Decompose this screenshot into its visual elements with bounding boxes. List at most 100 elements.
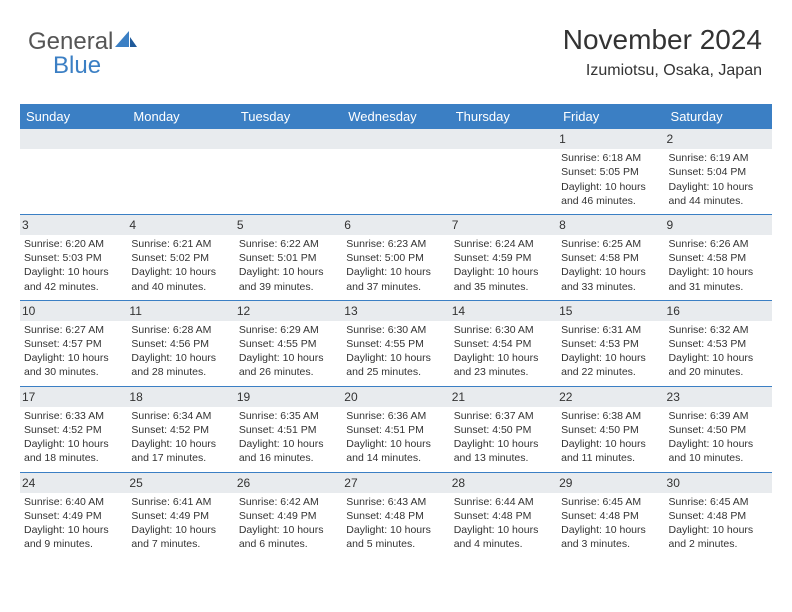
daylight-text: Daylight: 10 hours xyxy=(454,523,553,537)
day-cell: 11Sunrise: 6:28 AMSunset: 4:56 PMDayligh… xyxy=(127,300,234,386)
sunset-text: Sunset: 4:50 PM xyxy=(669,423,768,437)
day-detail: Sunrise: 6:28 AMSunset: 4:56 PMDaylight:… xyxy=(131,323,230,380)
month-title: November 2024 xyxy=(563,24,762,56)
daylight-text: Daylight: 10 hours xyxy=(561,523,660,537)
day-header: Friday xyxy=(557,104,664,129)
day-header: Wednesday xyxy=(342,104,449,129)
day-number: 21 xyxy=(450,387,557,407)
sunset-text: Sunset: 4:56 PM xyxy=(131,337,230,351)
daylight-text: and 6 minutes. xyxy=(239,537,338,551)
daylight-text: and 5 minutes. xyxy=(346,537,445,551)
day-detail: Sunrise: 6:18 AMSunset: 5:05 PMDaylight:… xyxy=(561,151,660,208)
sunset-text: Sunset: 5:01 PM xyxy=(239,251,338,265)
daylight-text: Daylight: 10 hours xyxy=(454,437,553,451)
daylight-text: and 25 minutes. xyxy=(346,365,445,379)
daylight-text: Daylight: 10 hours xyxy=(561,437,660,451)
sunset-text: Sunset: 4:53 PM xyxy=(669,337,768,351)
day-number: 11 xyxy=(127,301,234,321)
day-cell: 21Sunrise: 6:37 AMSunset: 4:50 PMDayligh… xyxy=(450,386,557,472)
day-header: Thursday xyxy=(450,104,557,129)
sunrise-text: Sunrise: 6:32 AM xyxy=(669,323,768,337)
day-number: 7 xyxy=(450,215,557,235)
sunrise-text: Sunrise: 6:21 AM xyxy=(131,237,230,251)
day-number: 23 xyxy=(665,387,772,407)
day-header: Saturday xyxy=(665,104,772,129)
week-row: 1Sunrise: 6:18 AMSunset: 5:05 PMDaylight… xyxy=(20,129,772,214)
day-number: 6 xyxy=(342,215,449,235)
daylight-text: Daylight: 10 hours xyxy=(561,351,660,365)
sunset-text: Sunset: 4:55 PM xyxy=(239,337,338,351)
week-row: 3Sunrise: 6:20 AMSunset: 5:03 PMDaylight… xyxy=(20,214,772,300)
day-cell: 6Sunrise: 6:23 AMSunset: 5:00 PMDaylight… xyxy=(342,214,449,300)
daylight-text: and 26 minutes. xyxy=(239,365,338,379)
sunset-text: Sunset: 4:51 PM xyxy=(346,423,445,437)
calendar-table: Sunday Monday Tuesday Wednesday Thursday… xyxy=(20,104,772,557)
day-cell xyxy=(235,129,342,214)
day-detail: Sunrise: 6:27 AMSunset: 4:57 PMDaylight:… xyxy=(24,323,123,380)
day-detail: Sunrise: 6:41 AMSunset: 4:49 PMDaylight:… xyxy=(131,495,230,552)
day-number: 13 xyxy=(342,301,449,321)
day-detail: Sunrise: 6:23 AMSunset: 5:00 PMDaylight:… xyxy=(346,237,445,294)
day-detail: Sunrise: 6:42 AMSunset: 4:49 PMDaylight:… xyxy=(239,495,338,552)
day-cell: 25Sunrise: 6:41 AMSunset: 4:49 PMDayligh… xyxy=(127,472,234,557)
daylight-text: Daylight: 10 hours xyxy=(24,437,123,451)
sunrise-text: Sunrise: 6:40 AM xyxy=(24,495,123,509)
day-header: Sunday xyxy=(20,104,127,129)
daylight-text: Daylight: 10 hours xyxy=(24,351,123,365)
sunset-text: Sunset: 4:54 PM xyxy=(454,337,553,351)
day-cell: 22Sunrise: 6:38 AMSunset: 4:50 PMDayligh… xyxy=(557,386,664,472)
location: Izumiotsu, Osaka, Japan xyxy=(563,62,762,80)
daylight-text: and 11 minutes. xyxy=(561,451,660,465)
daylight-text: Daylight: 10 hours xyxy=(239,437,338,451)
day-number: 1 xyxy=(557,129,664,149)
day-number: 25 xyxy=(127,473,234,493)
day-cell: 2Sunrise: 6:19 AMSunset: 5:04 PMDaylight… xyxy=(665,129,772,214)
day-number: 9 xyxy=(665,215,772,235)
sunrise-text: Sunrise: 6:27 AM xyxy=(24,323,123,337)
daylight-text: Daylight: 10 hours xyxy=(346,351,445,365)
day-cell: 28Sunrise: 6:44 AMSunset: 4:48 PMDayligh… xyxy=(450,472,557,557)
daylight-text: Daylight: 10 hours xyxy=(346,523,445,537)
sunset-text: Sunset: 5:02 PM xyxy=(131,251,230,265)
day-detail: Sunrise: 6:30 AMSunset: 4:55 PMDaylight:… xyxy=(346,323,445,380)
sunrise-text: Sunrise: 6:31 AM xyxy=(561,323,660,337)
day-detail: Sunrise: 6:45 AMSunset: 4:48 PMDaylight:… xyxy=(561,495,660,552)
sunset-text: Sunset: 4:48 PM xyxy=(669,509,768,523)
daylight-text: and 14 minutes. xyxy=(346,451,445,465)
day-number: 10 xyxy=(20,301,127,321)
daylight-text: and 18 minutes. xyxy=(24,451,123,465)
daylight-text: and 31 minutes. xyxy=(669,280,768,294)
day-cell: 19Sunrise: 6:35 AMSunset: 4:51 PMDayligh… xyxy=(235,386,342,472)
sunrise-text: Sunrise: 6:33 AM xyxy=(24,409,123,423)
sunset-text: Sunset: 5:04 PM xyxy=(669,165,768,179)
daylight-text: and 9 minutes. xyxy=(24,537,123,551)
sunset-text: Sunset: 4:52 PM xyxy=(131,423,230,437)
sunrise-text: Sunrise: 6:35 AM xyxy=(239,409,338,423)
logo-text-blue: Blue xyxy=(53,52,101,80)
daylight-text: Daylight: 10 hours xyxy=(669,265,768,279)
sunrise-text: Sunrise: 6:29 AM xyxy=(239,323,338,337)
sunset-text: Sunset: 4:59 PM xyxy=(454,251,553,265)
week-row: 17Sunrise: 6:33 AMSunset: 4:52 PMDayligh… xyxy=(20,386,772,472)
sunset-text: Sunset: 4:49 PM xyxy=(131,509,230,523)
daylight-text: and 39 minutes. xyxy=(239,280,338,294)
day-header: Monday xyxy=(127,104,234,129)
daylight-text: Daylight: 10 hours xyxy=(346,437,445,451)
day-number xyxy=(20,129,127,149)
daylight-text: Daylight: 10 hours xyxy=(239,523,338,537)
daylight-text: and 42 minutes. xyxy=(24,280,123,294)
day-number: 5 xyxy=(235,215,342,235)
daylight-text: and 33 minutes. xyxy=(561,280,660,294)
day-number: 8 xyxy=(557,215,664,235)
sunset-text: Sunset: 4:53 PM xyxy=(561,337,660,351)
day-cell: 24Sunrise: 6:40 AMSunset: 4:49 PMDayligh… xyxy=(20,472,127,557)
day-number: 14 xyxy=(450,301,557,321)
sunset-text: Sunset: 4:51 PM xyxy=(239,423,338,437)
day-detail: Sunrise: 6:26 AMSunset: 4:58 PMDaylight:… xyxy=(669,237,768,294)
daylight-text: and 22 minutes. xyxy=(561,365,660,379)
sunset-text: Sunset: 4:57 PM xyxy=(24,337,123,351)
day-number xyxy=(450,129,557,149)
sunset-text: Sunset: 5:00 PM xyxy=(346,251,445,265)
day-detail: Sunrise: 6:21 AMSunset: 5:02 PMDaylight:… xyxy=(131,237,230,294)
day-number: 16 xyxy=(665,301,772,321)
